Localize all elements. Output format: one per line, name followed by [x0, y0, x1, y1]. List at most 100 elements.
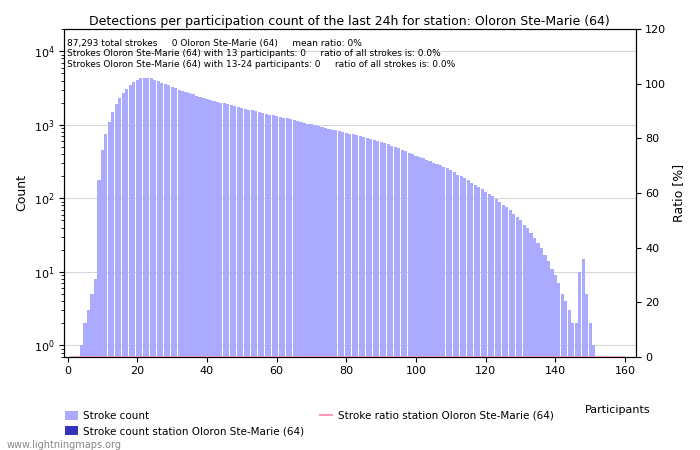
Stroke ratio station Oloron Ste-Marie (64)	[426, 354, 434, 360]
Bar	[97, 180, 101, 450]
Bar	[547, 261, 550, 450]
Bar	[310, 124, 313, 450]
Bar	[449, 171, 452, 450]
Bar	[505, 207, 508, 450]
Bar	[272, 115, 274, 450]
Bar	[540, 248, 543, 450]
Bar	[125, 89, 128, 450]
Bar	[418, 157, 421, 450]
Bar	[160, 83, 163, 450]
Bar	[104, 134, 108, 450]
Bar	[557, 283, 561, 450]
Bar	[390, 146, 393, 450]
Bar	[296, 121, 299, 450]
Bar	[386, 144, 390, 450]
Bar	[515, 217, 519, 450]
Bar	[421, 158, 425, 450]
Bar	[247, 110, 251, 450]
Bar	[87, 310, 90, 450]
Bar	[533, 238, 536, 450]
Bar	[192, 94, 195, 450]
Bar	[509, 210, 512, 450]
Bar	[101, 150, 104, 450]
Bar	[488, 194, 491, 450]
Bar	[352, 135, 355, 450]
Stroke ratio station Oloron Ste-Marie (64)	[621, 354, 629, 360]
Bar	[153, 80, 156, 450]
Bar	[321, 127, 323, 450]
Bar	[240, 108, 244, 450]
Bar	[226, 104, 230, 450]
Bar	[286, 118, 288, 450]
Bar	[550, 269, 554, 450]
Bar	[293, 120, 295, 450]
Bar	[519, 220, 522, 450]
Bar	[467, 180, 470, 450]
Bar	[358, 136, 362, 450]
Bar	[585, 294, 589, 450]
Bar	[362, 137, 365, 450]
Bar	[205, 99, 209, 450]
Bar	[300, 122, 302, 450]
Y-axis label: Ratio [%]: Ratio [%]	[672, 164, 685, 222]
Stroke ratio station Oloron Ste-Marie (64)	[67, 354, 76, 360]
Bar	[502, 205, 505, 450]
Bar	[209, 99, 212, 450]
Bar	[219, 103, 223, 450]
Bar	[536, 243, 540, 450]
Bar	[251, 110, 254, 450]
Text: 87,293 total strokes     0 Oloron Ste-Marie (64)     mean ratio: 0%
Strokes Olor: 87,293 total strokes 0 Oloron Ste-Marie …	[67, 39, 455, 69]
Bar	[342, 132, 344, 450]
Bar	[324, 128, 327, 450]
Bar	[411, 154, 414, 450]
Bar	[338, 131, 341, 450]
Bar	[495, 199, 498, 450]
Stroke ratio station Oloron Ste-Marie (64)	[520, 354, 528, 360]
Legend: Stroke count, Stroke count station Oloron Ste-Marie (64), Stroke ratio station O: Stroke count, Stroke count station Oloro…	[61, 407, 558, 440]
Bar	[115, 104, 118, 450]
Bar	[425, 160, 428, 450]
Bar	[118, 98, 121, 450]
Bar	[564, 301, 568, 450]
Bar	[543, 255, 547, 450]
Bar	[275, 116, 278, 450]
Bar	[383, 144, 386, 450]
Bar	[435, 164, 438, 450]
Bar	[376, 141, 379, 450]
Bar	[345, 133, 348, 450]
Bar	[526, 229, 529, 450]
Bar	[268, 115, 272, 450]
Bar	[365, 138, 369, 450]
Title: Detections per participation count of the last 24h for station: Oloron Ste-Marie: Detections per participation count of th…	[90, 15, 610, 28]
Bar	[157, 81, 160, 450]
Bar	[379, 142, 383, 450]
Bar	[498, 202, 501, 450]
Bar	[198, 97, 202, 450]
Bar	[589, 323, 592, 450]
Bar	[561, 294, 564, 450]
Bar	[94, 279, 97, 450]
Bar	[282, 118, 285, 450]
Bar	[446, 168, 449, 450]
Bar	[582, 259, 585, 450]
Bar	[303, 123, 306, 450]
Bar	[456, 175, 459, 450]
Bar	[279, 117, 281, 450]
Bar	[223, 104, 226, 450]
Bar	[111, 112, 114, 450]
Bar	[372, 140, 376, 450]
Bar	[317, 126, 320, 450]
Bar	[258, 112, 261, 450]
Bar	[230, 105, 233, 450]
Bar	[174, 88, 177, 450]
Bar	[265, 113, 268, 450]
Bar	[477, 187, 480, 450]
Bar	[529, 233, 533, 450]
Bar	[202, 98, 205, 450]
Bar	[233, 106, 237, 450]
Bar	[404, 151, 407, 450]
Text: Participants: Participants	[585, 405, 651, 415]
Bar	[108, 122, 111, 450]
Bar	[484, 192, 487, 450]
Bar	[122, 93, 125, 450]
